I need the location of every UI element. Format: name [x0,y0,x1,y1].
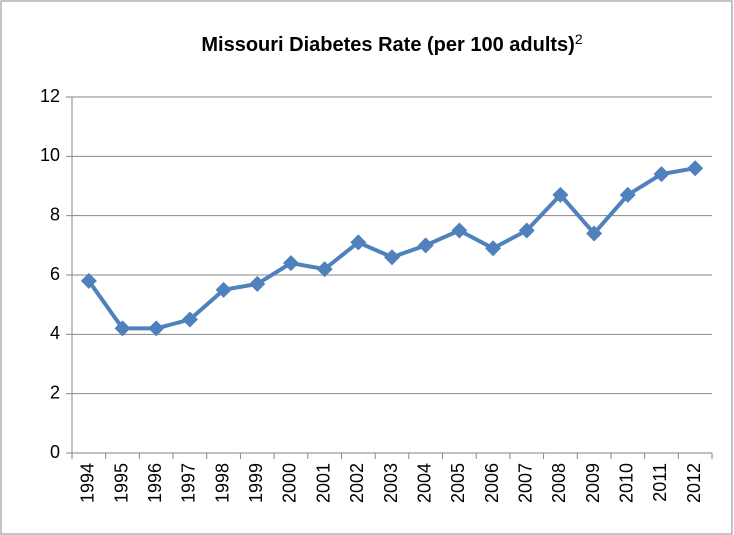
data-point [249,275,266,292]
x-tick-label: 2009 [583,463,603,503]
x-tick-label: 2012 [684,463,704,503]
y-tick-label: 10 [40,145,60,165]
data-point [485,240,502,257]
data-point [451,222,468,239]
y-tick-label: 0 [50,442,60,462]
data-point [687,160,704,177]
data-point [619,186,636,203]
x-tick-label: 2008 [549,463,569,503]
data-point [653,166,670,183]
x-tick-label: 2002 [347,463,367,503]
x-tick-label: 2003 [381,463,401,503]
x-tick-label: 2005 [448,463,468,503]
title-text: Missouri Diabetes Rate (per 100 adults) [201,34,574,56]
x-tick-label: 2006 [482,463,502,503]
x-tick-label: 2001 [313,463,333,503]
data-point [586,225,603,242]
data-point [181,311,198,328]
data-point [215,281,232,298]
title-note: 2 [575,31,583,47]
x-tick-label: 2000 [280,463,300,503]
y-tick-label: 12 [40,86,60,106]
x-tick-label: 1996 [145,463,165,503]
y-tick-label: 2 [50,382,60,402]
data-point [518,222,535,239]
data-point [350,234,367,251]
data-point [114,320,131,337]
x-tick-label: 1999 [246,463,266,503]
x-tick-label: 1995 [111,463,131,503]
x-tick-label: 1997 [179,463,199,503]
y-tick-label: 4 [50,323,60,343]
x-tick-label: 2007 [515,463,535,503]
x-tick-label: 2011 [650,463,670,502]
x-tick-label: 2010 [617,463,637,503]
data-point [552,186,569,203]
y-tick-label: 6 [50,264,60,284]
x-tick-label: 1994 [78,463,98,503]
data-point [384,249,400,266]
data-point [80,272,97,289]
data-point [148,320,165,337]
data-point [417,237,434,254]
data-point [282,255,299,272]
data-point [316,261,333,278]
chart-title: Missouri Diabetes Rate (per 100 adults)2 [201,31,582,57]
y-tick-label: 8 [50,204,60,224]
x-tick-label: 1998 [212,463,232,503]
x-tick-label: 2004 [414,463,434,503]
